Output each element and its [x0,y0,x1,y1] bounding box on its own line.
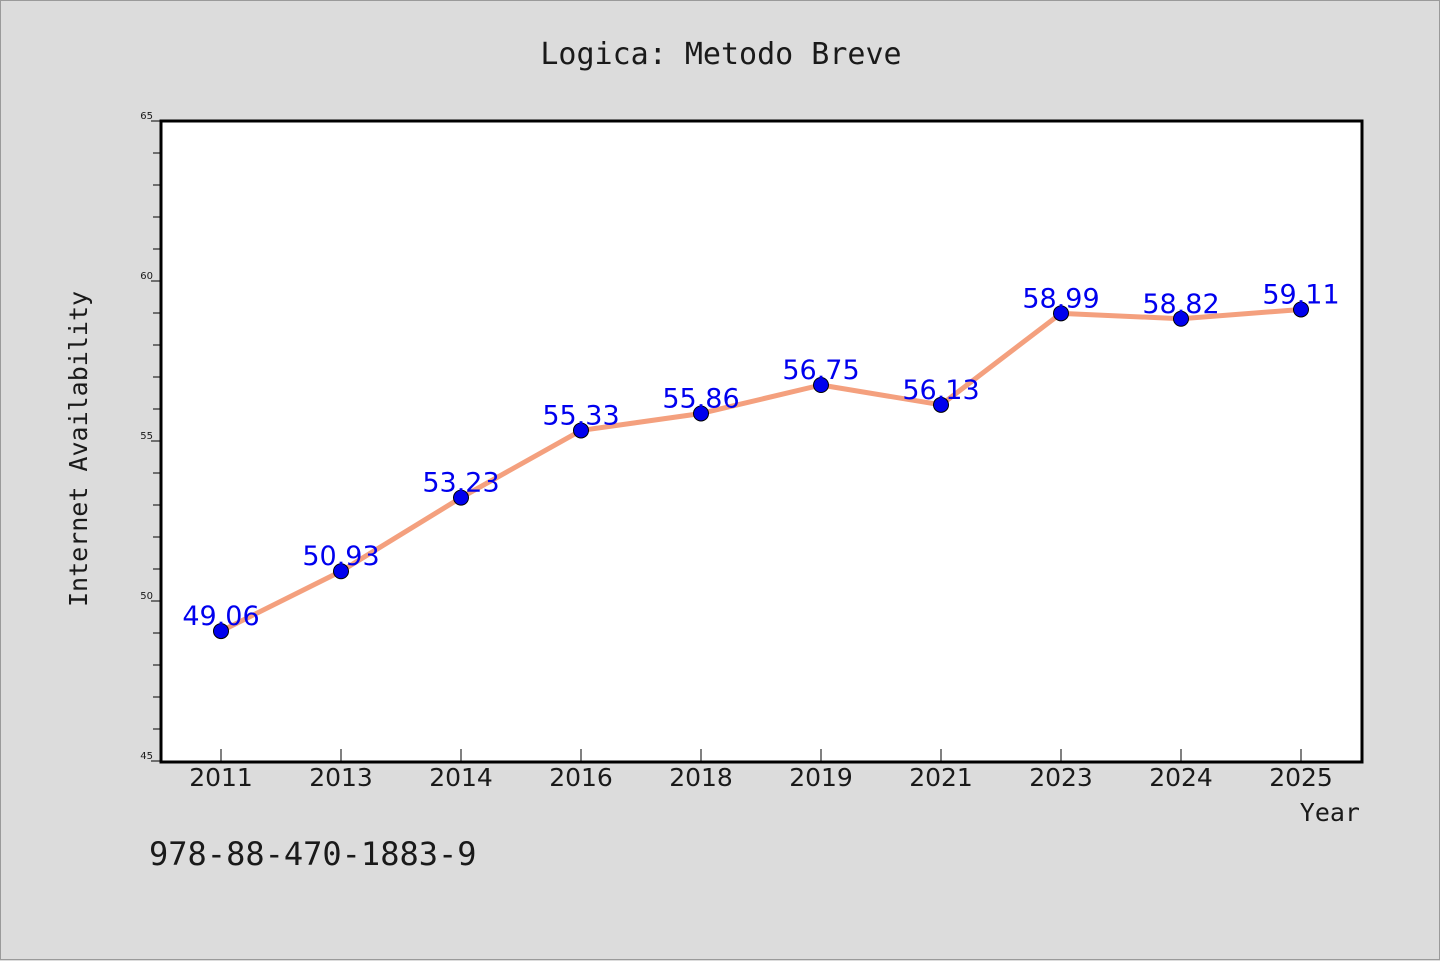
series-line [218,306,1304,634]
y-tick-label: 45 [140,751,153,762]
data-label: 58.99 [1022,283,1099,314]
x-tick-label: 2013 [309,763,373,792]
y-tick-label: 50 [140,591,153,602]
y-tick-label: 60 [140,271,153,282]
y-tick-label: 55 [140,431,153,442]
x-axis-label: Year [1300,798,1360,827]
x-tick-label: 2021 [909,763,973,792]
series-group: 49.06 50.93 53.23 55.33 55.86 56.75 56.13 58.99… [182,279,1340,640]
isbn-text: 978-88-470-1883-9 [149,835,477,873]
plot-area [159,119,1364,764]
data-label: 59.11 [1262,279,1339,310]
data-point [1173,310,1189,327]
x-tick-label: 2018 [669,763,733,792]
x-tick-label: 2016 [549,763,613,792]
y-axis-label: Internet Availability [64,291,93,607]
data-point [933,396,949,413]
data-label: 53.23 [422,468,499,499]
y-tick-label: 65 [140,111,153,122]
data-label: 55.33 [542,400,619,431]
data-point [213,623,229,640]
data-point [693,405,709,422]
chart-title: Logica: Metodo Breve [540,37,901,72]
data-label: 50.93 [302,541,379,572]
x-axis: 2011 2013 2014 2016 2018 2019 2021 2023 2024 2025 [189,749,1333,792]
data-point [1293,301,1309,318]
data-label: 56.75 [782,355,859,386]
y-axis: 45 50 55 60 65 [140,111,161,762]
x-tick-label: 2025 [1269,763,1333,792]
data-point [1053,305,1069,322]
data-label: 56.13 [902,375,979,406]
data-point [573,422,589,439]
data-label: 58.82 [1142,289,1219,320]
x-tick-label: 2011 [189,763,253,792]
x-tick-label: 2023 [1029,763,1093,792]
data-point [813,377,829,393]
data-point [333,563,349,580]
data-label: 49.06 [182,601,259,632]
data-label: 55.86 [662,383,739,414]
x-tick-label: 2019 [789,763,853,792]
x-tick-label: 2024 [1149,763,1213,792]
data-point [453,489,469,506]
x-tick-label: 2014 [429,763,493,792]
